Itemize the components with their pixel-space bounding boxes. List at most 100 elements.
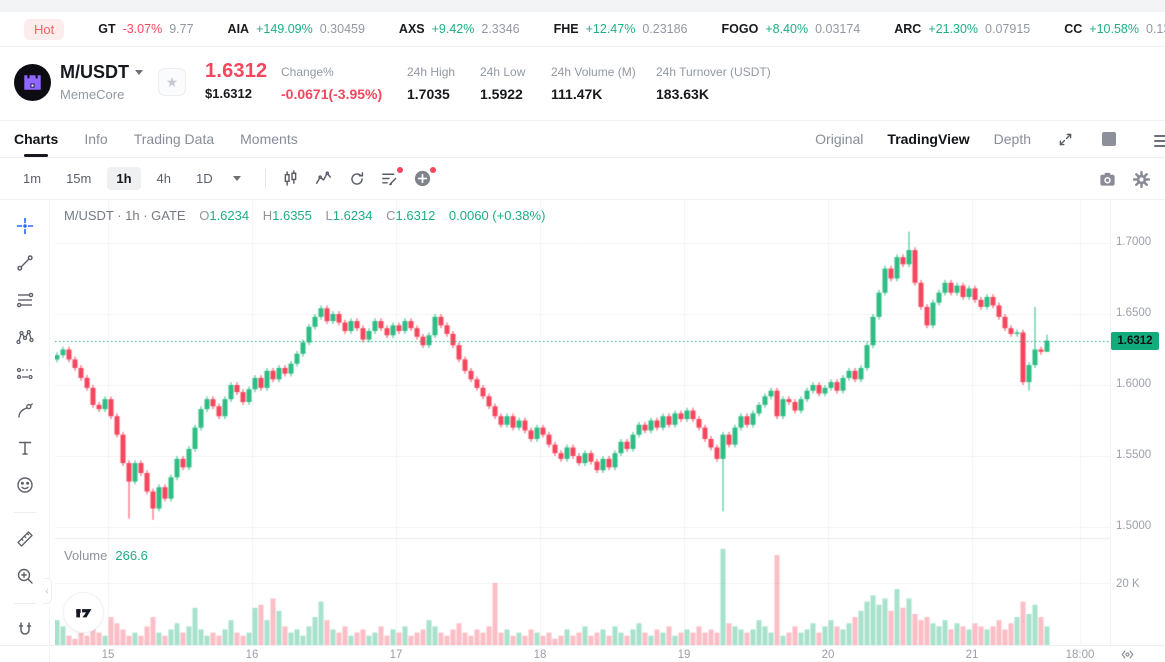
- x-axis-label: 18: [533, 649, 547, 661]
- sidebar-collapse-handle[interactable]: ‹: [43, 578, 52, 604]
- ticker-item[interactable]: AIA +149.09% 0.30459: [228, 22, 365, 36]
- last-price-usd: $1.6312: [205, 86, 252, 101]
- star-icon: ★: [165, 74, 179, 90]
- ticker-item[interactable]: AXS +9.42% 2.3346: [399, 22, 520, 36]
- expand-icon[interactable]: [1055, 129, 1075, 149]
- ticker-change: +12.47%: [585, 22, 636, 36]
- y-axis-label: 20 K: [1116, 578, 1140, 590]
- x-axis-label: 15: [101, 649, 115, 661]
- list-edit-icon[interactable]: [379, 166, 403, 190]
- tab-info[interactable]: Info: [84, 131, 108, 147]
- price-scale-separator: [1110, 200, 1111, 645]
- chart-mode-tradingview[interactable]: TradingView: [887, 131, 970, 147]
- scale-settings-icon[interactable]: [1120, 647, 1135, 662]
- y-axis-label: 1.6500: [1116, 307, 1152, 319]
- pair-name: M/USDT: [60, 62, 129, 82]
- drawing-toolbar: [0, 200, 50, 662]
- emoji-icon[interactable]: [13, 473, 37, 497]
- ticker-item[interactable]: FHE +12.47% 0.23186: [554, 22, 688, 36]
- x-axis-label: 19: [677, 649, 691, 661]
- ticker-symbol: AIA: [227, 22, 250, 36]
- ruler-icon[interactable]: [13, 527, 37, 551]
- candles-icon[interactable]: [280, 168, 302, 190]
- x-axis-label: 17: [389, 649, 403, 661]
- brush-icon[interactable]: [13, 399, 37, 423]
- interval-selector: 1m 15m 1h 4h 1D: [14, 167, 229, 190]
- chart-mode-depth[interactable]: Depth: [993, 131, 1031, 147]
- stat-24h-high: 24h High 1.7035: [407, 65, 456, 102]
- change-value: -0.0671(-3.95%): [281, 86, 383, 102]
- layout-square-icon[interactable]: [1099, 129, 1119, 149]
- indicators-icon[interactable]: [313, 168, 335, 190]
- ticker-symbol: GT: [98, 22, 116, 36]
- y-axis-label: 1.6000: [1116, 378, 1152, 390]
- ticker-change: +149.09%: [256, 22, 313, 36]
- ticker-item[interactable]: GT -3.07% 9.77: [98, 22, 193, 36]
- ticker-symbol: FOGO: [721, 22, 759, 36]
- zoom-in-icon[interactable]: [13, 564, 37, 588]
- y-axis-label: 1.7000: [1116, 236, 1152, 248]
- chart-toolbar: 1m 15m 1h 4h 1D: [0, 158, 1165, 200]
- crosshair-icon[interactable]: [13, 214, 37, 238]
- interval-1D[interactable]: 1D: [196, 171, 213, 186]
- ticker-price: 0.23186: [642, 22, 688, 36]
- candle-change: 0.0060 (+0.38%): [448, 208, 546, 223]
- last-price: 1.6312: [205, 60, 268, 82]
- drawing-lock-icon[interactable]: [13, 655, 37, 662]
- favorite-button[interactable]: ★: [158, 68, 186, 96]
- ticker-change: -3.07%: [122, 22, 163, 36]
- tradingview-logo[interactable]: [63, 592, 104, 633]
- interval-dropdown-icon[interactable]: [232, 176, 241, 181]
- camera-icon[interactable]: [1097, 169, 1117, 189]
- tab-moments[interactable]: Moments: [240, 131, 298, 147]
- tab-trading-data[interactable]: Trading Data: [133, 131, 215, 147]
- ticker-item[interactable]: CC +10.58% 0.13133: [1064, 22, 1165, 36]
- top-strip: [0, 0, 1165, 12]
- interval-4h[interactable]: 4h: [156, 171, 171, 186]
- menu-icon[interactable]: [1154, 132, 1165, 150]
- ticker-item[interactable]: FOGO +8.40% 0.03174: [722, 22, 861, 36]
- magnet-icon[interactable]: [13, 618, 37, 642]
- trend-line-icon[interactable]: [13, 251, 37, 275]
- text-tool-icon[interactable]: [13, 436, 37, 460]
- toolbar-divider: [264, 168, 266, 189]
- notification-dot: [429, 166, 436, 173]
- volume-label: Volume 266.6: [64, 548, 148, 563]
- chevron-down-icon: [135, 70, 143, 75]
- ohlc-info: M/USDT · 1h · GATE O1.6234 H1.6355 L1.62…: [64, 208, 546, 223]
- candlestick-chart[interactable]: [55, 200, 1110, 645]
- ticker-change: +21.30%: [928, 22, 979, 36]
- y-axis-label: 1.5000: [1116, 520, 1152, 532]
- interval-1m[interactable]: 1m: [23, 171, 42, 186]
- stat-24h-turnover: 24h Turnover (USDT) 183.63K: [656, 65, 771, 102]
- chart-area: ‹ M/USDT · 1h · GATE O1.6234 H1.6355 L1.…: [0, 200, 1165, 662]
- notification-dot: [396, 166, 403, 173]
- plus-circle-icon[interactable]: [412, 166, 436, 190]
- interval-1h[interactable]: 1h: [107, 167, 141, 190]
- tabs-row: Charts Info Trading Data Moments Original Tr…: [0, 120, 1165, 158]
- forecast-icon[interactable]: [13, 362, 37, 386]
- horizontal-lines-icon[interactable]: [13, 288, 37, 312]
- chart-mode-original[interactable]: Original: [815, 131, 864, 147]
- ticker-bar: Hot GT -3.07% 9.77 AIA +149.09% 0.30459 AXS +9.…: [0, 12, 1165, 47]
- xabcd-pattern-icon[interactable]: [13, 325, 37, 349]
- ticker-price: 0.30459: [319, 22, 365, 36]
- ticker-change: +10.58%: [1089, 22, 1139, 36]
- interval-15m[interactable]: 15m: [66, 171, 92, 186]
- gear-icon[interactable]: [1131, 169, 1151, 189]
- pair-title[interactable]: M/USDT: [60, 62, 143, 83]
- stat-change: Change% -0.0671(-3.95%): [281, 65, 383, 102]
- tab-charts[interactable]: Charts: [14, 121, 58, 157]
- time-axis-separator: [0, 645, 1165, 646]
- ticker-change: +9.42%: [431, 22, 475, 36]
- pair-header: M/USDT MemeCore ★ 1.6312 $1.6312 Change%…: [0, 47, 1165, 120]
- ticker-symbol: CC: [1064, 22, 1083, 36]
- hot-badge[interactable]: Hot: [24, 18, 65, 40]
- ticker-price: 0.13133: [1146, 22, 1165, 36]
- ticker-item[interactable]: ARC +21.30% 0.07915: [894, 22, 1030, 36]
- x-axis-label: 20: [821, 649, 835, 661]
- ticker-price: 0.03174: [815, 22, 861, 36]
- y-axis-label: 1.5500: [1116, 449, 1152, 461]
- volume-value: 266.6: [115, 548, 148, 563]
- refresh-icon[interactable]: [346, 168, 368, 190]
